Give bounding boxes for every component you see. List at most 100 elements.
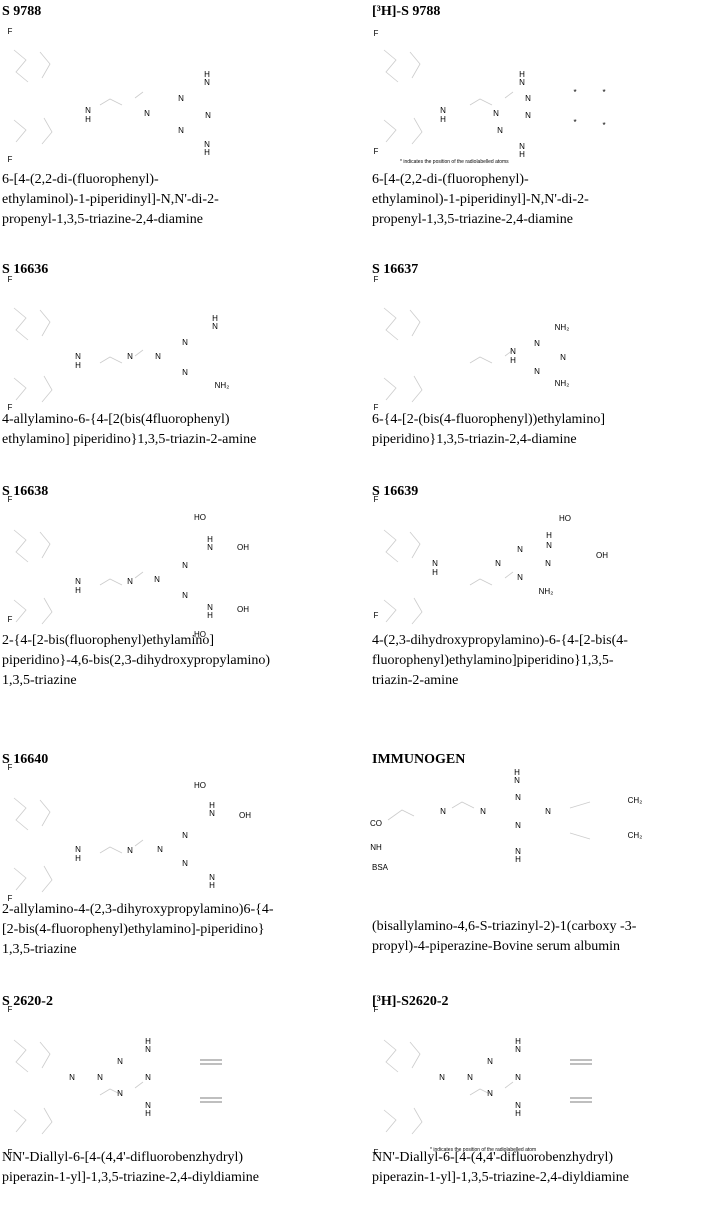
bond [100, 92, 143, 105]
atom-label: N [157, 845, 163, 854]
compound-name: piperazin-1-yl]-1,3,5-triazine-2,4-diyld… [372, 1170, 629, 1185]
atom-label: F [8, 403, 13, 412]
atom-label: OH [237, 543, 249, 552]
atom-label: N [127, 846, 133, 855]
compound-title: IMMUNOGEN [372, 752, 465, 767]
atom-label: H [85, 115, 91, 124]
atom-label: N [75, 577, 81, 586]
bond [470, 350, 513, 363]
atom-label: F [374, 611, 379, 620]
compound-title: [³H]-S 9788 [372, 4, 440, 19]
double-bond [200, 1060, 222, 1102]
atom-label: CH₂ [628, 796, 643, 805]
atom-label: N [545, 559, 551, 568]
compound-name: propenyl-1,3,5-triazine-2,4-diamine [372, 212, 573, 227]
atom-label: OH [237, 605, 249, 614]
atom-label: N [145, 1073, 151, 1082]
compound-name: 6-{4-[2-(bis(4-fluorophenyl))ethylamino] [372, 412, 605, 427]
atom-label: H [145, 1109, 151, 1118]
atom-label: N [487, 1089, 493, 1098]
bond [14, 530, 52, 624]
bond [100, 350, 143, 363]
atom-label: * [602, 88, 605, 97]
atom-label: N [117, 1089, 123, 1098]
atom-label: N [182, 368, 188, 377]
atom-label: F [8, 1005, 13, 1014]
atom-label: F [374, 275, 379, 284]
atom-label: N [182, 591, 188, 600]
atom-label: H [515, 855, 521, 864]
atom-label: OH [596, 551, 608, 560]
atom-label: NH₂ [555, 323, 570, 332]
compound-name: propenyl-1,3,5-triazine-2,4-diamine [2, 212, 203, 227]
atom-label: N [85, 106, 91, 115]
atom-label: N [517, 545, 523, 554]
page: S 9788FHNNNNHNNNHF6-[4-(2,2-di-(fluoroph… [0, 0, 718, 1227]
atom-label: N [145, 1045, 151, 1054]
atom-label: F [374, 403, 379, 412]
atom-label: NH [370, 843, 382, 852]
atom-label: F [374, 147, 379, 156]
bond [14, 50, 52, 144]
compound-name: (bisallylamino-4,6-S-triazinyl-2)-1(carb… [372, 919, 637, 934]
atom-label: N [439, 1073, 445, 1082]
atom-label: N [97, 1073, 103, 1082]
atom-label: N [480, 807, 486, 816]
atom-label: N [127, 577, 133, 586]
compound-title: S 16639 [372, 484, 418, 499]
atom-label: N [517, 573, 523, 582]
atom-label: OH [239, 811, 251, 820]
bond [384, 50, 422, 144]
compound-name: 6-[4-(2,2-di-(fluorophenyl)- [2, 172, 159, 187]
atom-label: H [75, 586, 81, 595]
compound-name: ethylaminol)-1-piperidinyl]-N,N'-di-2- [2, 192, 219, 207]
compound-name: ethylaminol)-1-piperidinyl]-N,N'-di-2- [372, 192, 589, 207]
compound-title: S 9788 [2, 4, 41, 19]
compound-name: propyl)-4-piperazine-Bovine serum albumi… [372, 939, 620, 954]
atom-label: H [440, 115, 446, 124]
compound-name: piperidino}-4,6-bis(2,3-dihydroxypropyla… [2, 653, 270, 668]
compound-name: fluorophenyl)ethylamino]piperidino}1,3,5… [372, 653, 614, 668]
atom-label: N [519, 78, 525, 87]
atom-label: F [8, 275, 13, 284]
atom-label: N [497, 126, 503, 135]
atom-label: F [8, 495, 13, 504]
atom-label: N [182, 831, 188, 840]
atom-label: H [432, 568, 438, 577]
bond [384, 1040, 422, 1134]
bond [388, 802, 590, 839]
atom-label: N [212, 322, 218, 331]
atom-label: N [432, 559, 438, 568]
bond [14, 798, 52, 892]
atom-label: N [117, 1057, 123, 1066]
atom-label: N [209, 809, 215, 818]
atom-label: N [515, 821, 521, 830]
atom-label: N [182, 561, 188, 570]
bond [384, 530, 422, 624]
atom-label: H [204, 148, 210, 157]
atom-label: N [534, 339, 540, 348]
double-bond [570, 1060, 592, 1102]
atom-label: NH₂ [555, 379, 570, 388]
atom-label: N [493, 109, 499, 118]
bond [14, 308, 52, 402]
atom-label: * [602, 121, 605, 130]
atom-label: N [178, 126, 184, 135]
atom-label: BSA [372, 863, 389, 872]
atom-label: F [374, 495, 379, 504]
compound-title: S 16637 [372, 262, 418, 277]
atom-label: H [75, 361, 81, 370]
atom-label: N [515, 1045, 521, 1054]
atom-label: N [546, 541, 552, 550]
compound-name: triazin-2-amine [372, 673, 458, 688]
atom-label: H [510, 356, 516, 365]
atom-label: N [534, 367, 540, 376]
atom-label: N [515, 793, 521, 802]
atom-label: N [525, 111, 531, 120]
atom-label: N [182, 338, 188, 347]
compound-name: 1,3,5-triazine [2, 942, 77, 957]
atom-label: F [374, 29, 379, 38]
atom-label: CO [370, 819, 382, 828]
atom-label: N [75, 352, 81, 361]
atom-label: NH₂ [539, 587, 554, 596]
